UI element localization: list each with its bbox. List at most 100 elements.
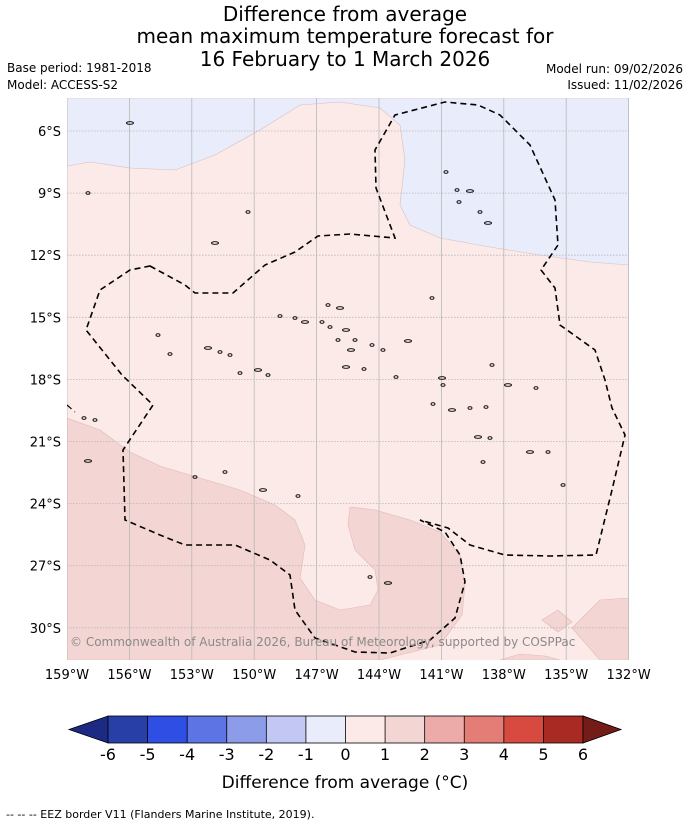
map-title-line-2: mean maximum temperature forecast for (136, 24, 554, 48)
island-outline (487, 436, 493, 440)
island-outline (448, 408, 456, 412)
colorbar-tick-label: 0 (340, 745, 351, 764)
colorbar-segment (266, 716, 306, 743)
colorbar-tick-label: -4 (179, 745, 196, 764)
model-run-label: Model run: 09/02/2026 (545, 62, 683, 76)
island-outline (155, 333, 161, 337)
island-outline (81, 416, 87, 420)
colorbar (67, 715, 623, 744)
island-outline (467, 406, 473, 410)
island-outline (367, 575, 373, 579)
island-outline (443, 170, 449, 174)
latitude-label: 27°S (30, 560, 61, 575)
island-outline (245, 210, 251, 214)
eez-border-french-polynesia (85, 101, 626, 654)
colorbar-segment (503, 716, 544, 743)
colorbar-tick-label: -1 (297, 745, 314, 764)
island-outline (352, 338, 358, 342)
longitude-label: 132°W (607, 668, 651, 683)
colorbar-tick-label: 1 (379, 745, 391, 764)
island-outline (237, 371, 243, 375)
island-outline (92, 418, 98, 422)
islands (81, 121, 566, 585)
island-outline (526, 450, 534, 454)
island-outline (347, 348, 355, 352)
latitude-label: 6°S (38, 125, 61, 140)
island-outline (489, 363, 495, 367)
latitude-label: 24°S (30, 498, 61, 513)
longitude-label: 141°W (419, 668, 463, 683)
longitude-labels: 159°W 156°W 153°W 150°W 147°W 144°W 141°W 138°W… (45, 668, 651, 683)
island-outline (454, 188, 460, 192)
island-outline (295, 494, 301, 498)
colorbar-segment (187, 716, 227, 743)
island-outline (259, 488, 267, 492)
colorbar-segment (385, 716, 425, 743)
colorbar-segment (543, 716, 583, 743)
model-label: Model: ACCESS-S2 (7, 78, 119, 92)
island-outline (483, 405, 489, 409)
island-outline (504, 383, 512, 387)
colorbar-extension-high (582, 715, 623, 744)
island-outline (301, 320, 309, 324)
copyright-notice: © Commonwealth of Australia 2026, Bureau… (70, 635, 575, 649)
latitude-label: 9°S (38, 187, 61, 202)
colorbar-segment (464, 716, 504, 743)
island-outline (429, 296, 435, 300)
island-outline (369, 343, 375, 347)
eez-legend-note: -- -- -- EEZ border V11 (Flanders Marine… (6, 808, 315, 821)
colorbar-tick-label: 5 (538, 745, 549, 764)
island-outline (265, 373, 271, 377)
island-outline (327, 325, 333, 329)
island-outline (292, 316, 298, 320)
island-outline (335, 338, 341, 342)
longitude-label: 147°W (295, 668, 339, 683)
anomaly-1-2-region (571, 597, 629, 660)
island-outline (217, 350, 223, 354)
island-outline (466, 189, 474, 193)
longitude-label: 153°W (170, 668, 214, 683)
longitude-label: 135°W (544, 668, 588, 683)
longitude-label: 159°W (45, 668, 89, 683)
island-outline (325, 303, 331, 307)
colorbar-segment (147, 716, 188, 743)
island-outline (404, 339, 412, 343)
eez-borders (67, 101, 626, 654)
island-outline (342, 328, 350, 332)
colorbar-segment (108, 716, 148, 743)
colorbar-tick-label: 3 (459, 745, 470, 764)
colorbar-segment (305, 716, 346, 743)
colorbar-tick-label: -5 (139, 745, 156, 764)
colorbar-tick-label: -3 (218, 745, 235, 764)
latitude-labels: 6°S 9°S 12°S 15°S 18°S 21°S 24°S 27°S 30°S (30, 125, 61, 637)
longitude-label: 156°W (107, 668, 151, 683)
issued-label: Issued: 11/02/2026 (567, 78, 683, 92)
colorbar-tick-label: -2 (258, 745, 275, 764)
longitude-label: 138°W (482, 668, 526, 683)
longitude-label: 150°W (232, 668, 276, 683)
anomaly-1-2-region (67, 417, 466, 660)
island-outline (545, 450, 551, 454)
island-outline (480, 460, 486, 464)
latitude-label: 30°S (30, 622, 61, 637)
latitude-label: 21°S (30, 436, 61, 451)
anomaly-below-0-region (67, 98, 629, 266)
map-gridlines (67, 98, 629, 660)
colorbar-tick-label: -6 (100, 745, 116, 764)
map-title-line-3: 16 February to 1 March 2026 (199, 47, 491, 71)
island-outline (192, 475, 198, 479)
latitude-label: 15°S (30, 311, 61, 326)
island-outline (167, 352, 173, 356)
latitude-label: 12°S (30, 249, 61, 264)
island-outline (456, 200, 462, 204)
colorbar-label: Difference from average (°C) (221, 773, 469, 793)
island-outline (438, 376, 446, 380)
colorbar-tick-label: 6 (577, 745, 589, 764)
island-outline (533, 386, 539, 390)
island-outline (84, 459, 92, 463)
map-field (67, 98, 629, 660)
island-outline (484, 221, 492, 225)
island-outline (277, 314, 283, 318)
colorbar-segment (345, 716, 386, 743)
island-outline (227, 353, 233, 357)
